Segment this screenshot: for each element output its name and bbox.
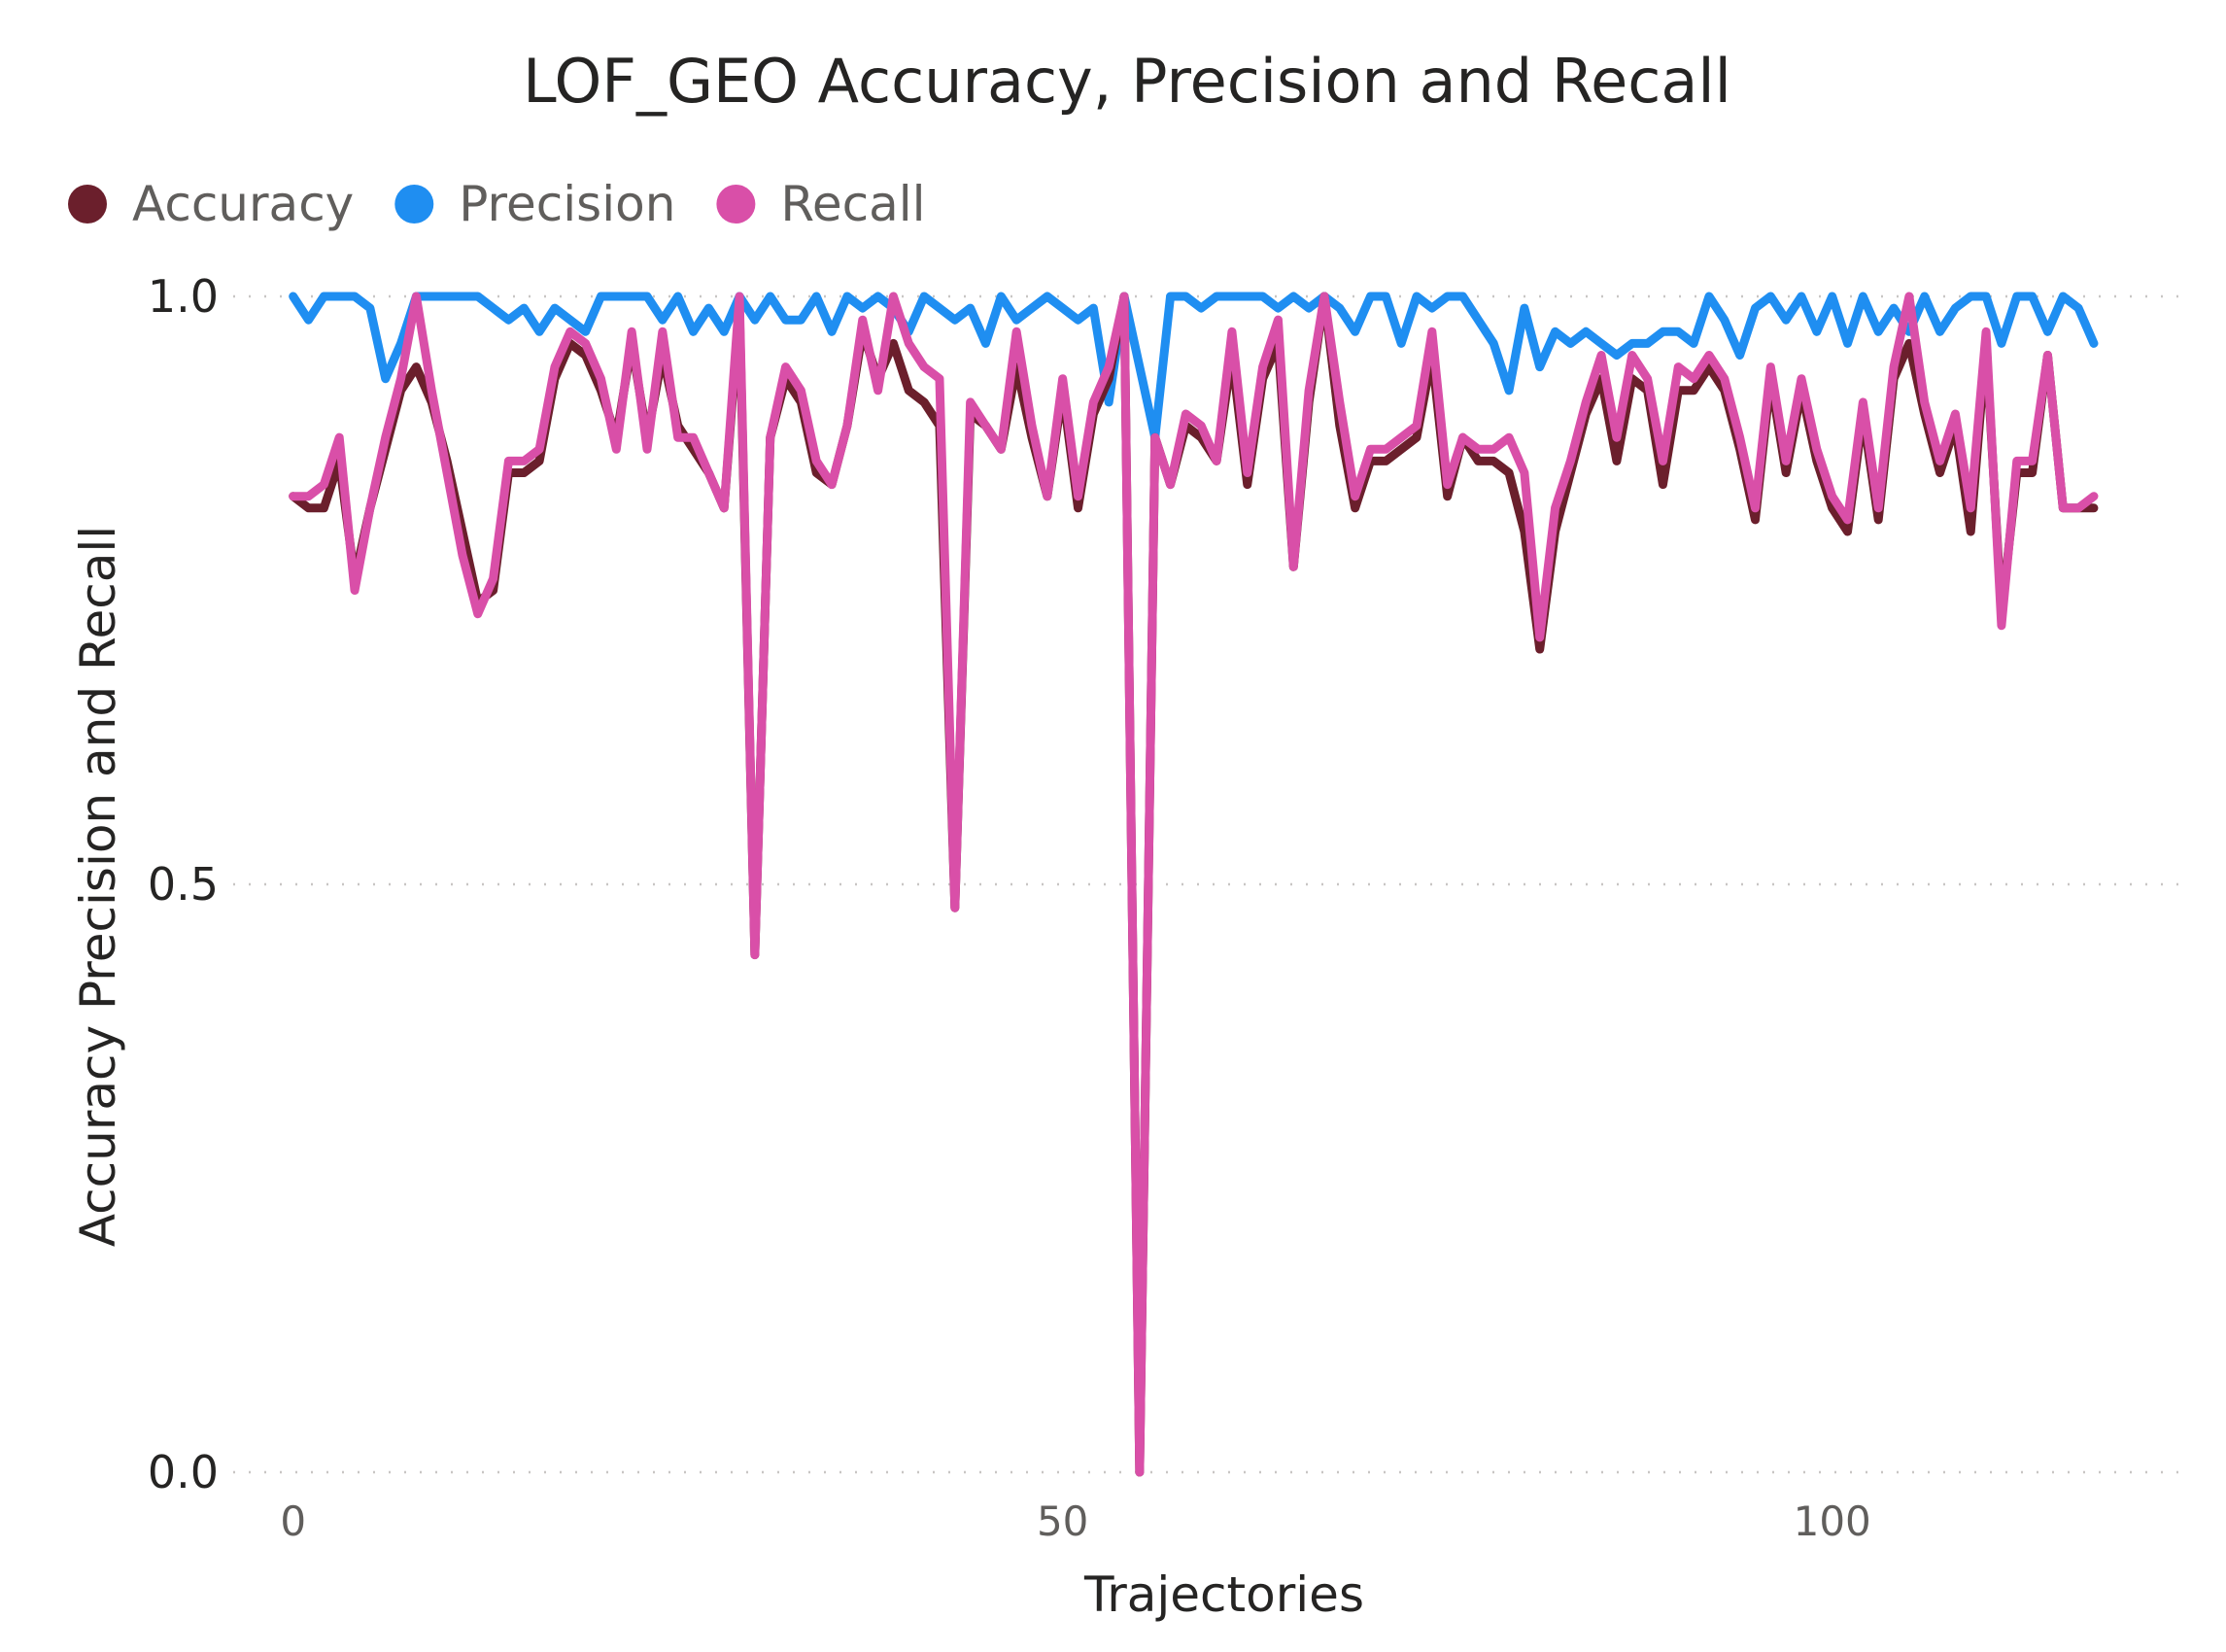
legend-label-accuracy: Accuracy: [132, 176, 354, 232]
x-tick-label: 100: [1794, 1497, 1871, 1545]
x-axis-ticks: 0 50 100: [280, 1497, 1870, 1545]
legend-marker-accuracy: [68, 185, 107, 224]
y-axis-ticks: 0.0 0.5 1.0: [148, 270, 219, 1498]
legend-label-recall: Recall: [780, 176, 925, 232]
legend-marker-recall: [716, 185, 756, 224]
x-axis-label: Trajectories: [1083, 1566, 1364, 1623]
series-line-recall: [289, 292, 2099, 1477]
chart-title: LOF_GEO Accuracy, Precision and Recall: [523, 46, 1731, 117]
series-line-precision: [289, 292, 2099, 442]
legend-marker-precision: [394, 185, 434, 224]
y-tick-label: 0.0: [148, 1446, 219, 1498]
x-tick-label: 0: [280, 1497, 306, 1545]
x-tick-label: 50: [1037, 1497, 1088, 1545]
y-axis-label: Accuracy Precision and Recall: [70, 526, 126, 1247]
y-tick-label: 1.0: [148, 270, 219, 323]
y-tick-label: 0.5: [148, 858, 219, 911]
legend: Accuracy Precision Recall: [68, 176, 926, 232]
legend-label-precision: Precision: [459, 176, 675, 232]
series-lines: [289, 292, 2099, 1477]
